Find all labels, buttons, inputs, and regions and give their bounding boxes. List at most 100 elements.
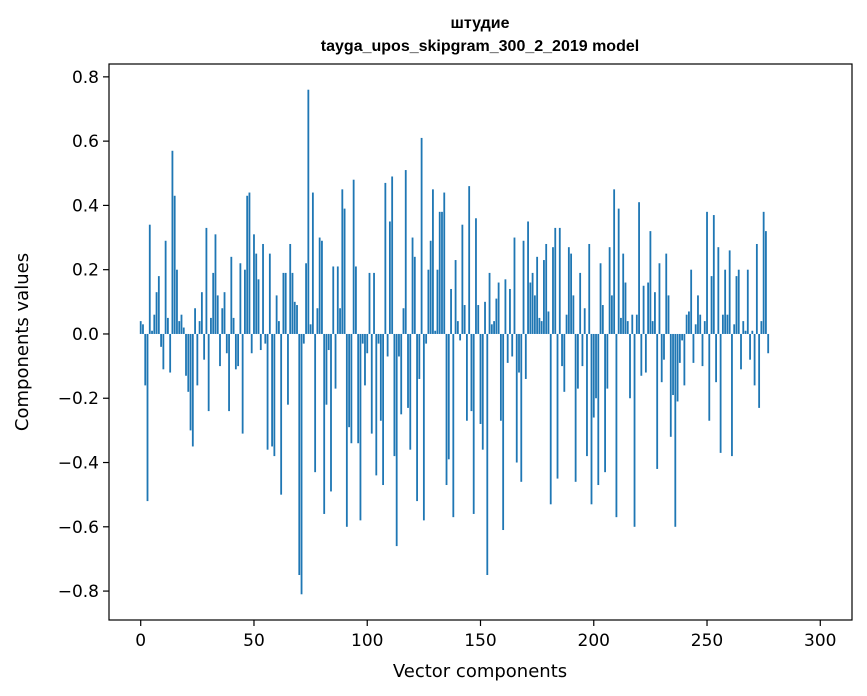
bar-116	[402, 308, 405, 334]
bar-150	[479, 333, 482, 424]
bar-65	[287, 333, 289, 405]
bar-27	[200, 292, 203, 334]
y-tick-label-2: −0.4	[58, 454, 99, 474]
y-tick-label-5: 0.2	[72, 261, 99, 281]
bar-149	[477, 305, 480, 334]
bar-18	[180, 314, 183, 334]
bar-216	[629, 333, 631, 399]
bar-270	[751, 330, 754, 334]
bar-170	[524, 333, 527, 379]
bar-1	[142, 324, 144, 334]
bar-261	[731, 333, 733, 457]
bar-0	[139, 321, 142, 334]
bar-142	[461, 224, 464, 334]
bar-228	[656, 333, 659, 469]
bar-136	[447, 333, 450, 460]
bar-117	[404, 170, 407, 334]
bar-31	[210, 317, 212, 334]
bar-110	[388, 221, 391, 334]
bar-96	[357, 333, 360, 444]
bar-208	[610, 295, 613, 334]
bar-19	[182, 327, 185, 334]
bar-232	[665, 253, 668, 334]
bar-177	[540, 321, 543, 334]
bar-7	[155, 292, 158, 334]
bar-52	[257, 279, 260, 334]
bar-88	[339, 308, 341, 334]
bar-91	[345, 333, 348, 527]
bar-103	[373, 272, 375, 334]
bar-172	[529, 282, 532, 334]
bar-64	[284, 272, 287, 334]
x-tick-label-300: 300	[804, 631, 836, 651]
bar-187	[563, 333, 566, 392]
bar-2	[144, 333, 147, 386]
bar-105	[377, 333, 380, 344]
bar-210	[615, 333, 618, 518]
bar-21	[187, 333, 190, 392]
bar-160	[502, 333, 505, 531]
bar-113	[395, 333, 398, 547]
y-tick-label-4: 0.0	[72, 325, 99, 345]
bar-101	[368, 272, 371, 334]
bar-130	[434, 330, 437, 334]
bar-13	[169, 333, 172, 373]
bar-119	[409, 333, 412, 450]
bar-146	[470, 333, 473, 412]
bar-44	[239, 263, 242, 334]
bar-62	[280, 333, 283, 495]
bar-156	[493, 321, 495, 334]
bar-154	[488, 272, 491, 334]
bar-104	[375, 333, 378, 476]
bar-94	[352, 179, 355, 334]
bar-201	[595, 333, 597, 399]
bar-29	[205, 227, 208, 334]
bar-100	[366, 333, 369, 354]
bar-108	[384, 182, 387, 334]
bar-247	[699, 314, 702, 334]
bar-81	[323, 333, 326, 514]
bar-22	[189, 333, 192, 431]
bar-139	[454, 260, 457, 334]
bar-5	[151, 330, 153, 334]
bar-66	[289, 243, 292, 334]
bar-4	[148, 224, 151, 334]
bar-153	[486, 333, 489, 576]
y-tick-label-3: −0.2	[58, 389, 99, 409]
bar-215	[626, 321, 629, 334]
bar-112	[393, 333, 396, 457]
bar-73	[305, 263, 307, 334]
bar-41	[232, 317, 235, 334]
bar-58	[271, 333, 273, 447]
bar-191	[572, 295, 575, 334]
bar-135	[445, 333, 448, 486]
bar-97	[359, 333, 362, 521]
bar-217	[631, 314, 634, 334]
bar-129	[432, 189, 434, 334]
bar-70	[298, 333, 301, 576]
bar-12	[166, 317, 169, 334]
bar-190	[570, 253, 573, 334]
bar-163	[509, 288, 511, 334]
bar-231	[663, 333, 665, 360]
bar-181	[549, 333, 552, 505]
bar-72	[302, 333, 305, 344]
bar-230	[660, 333, 663, 383]
bar-263	[735, 276, 738, 334]
bar-33	[214, 234, 217, 334]
bar-242	[688, 311, 690, 334]
chart-title: штудие	[451, 15, 510, 32]
bar-236	[674, 333, 677, 527]
bar-264	[737, 269, 740, 334]
bar-253	[712, 215, 715, 334]
bar-84	[330, 333, 332, 492]
bar-171	[527, 221, 529, 334]
bar-34	[216, 295, 219, 334]
x-axis-label: Vector components	[393, 661, 567, 682]
bar-134	[443, 192, 446, 334]
bar-86	[334, 333, 337, 389]
bar-239	[681, 333, 684, 341]
bar-8	[157, 276, 160, 334]
bar-161	[504, 279, 507, 334]
bar-212	[620, 317, 622, 334]
